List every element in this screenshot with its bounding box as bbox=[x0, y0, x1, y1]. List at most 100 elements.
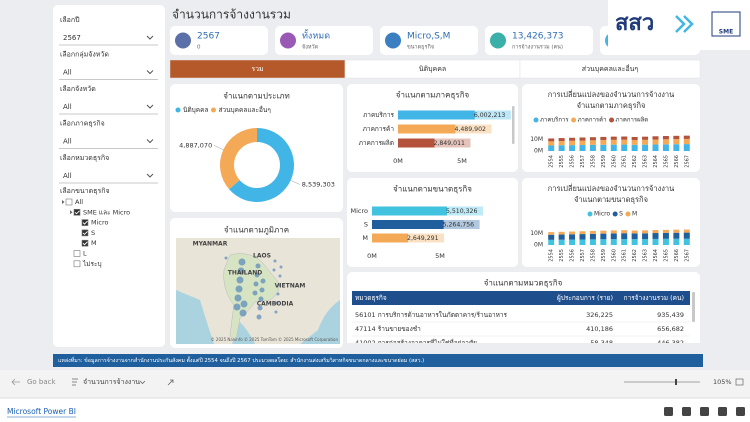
bar-segment bbox=[579, 145, 586, 151]
bar bbox=[398, 124, 456, 134]
legend-label: M bbox=[632, 211, 637, 218]
checkbox[interactable] bbox=[81, 219, 89, 226]
map-bubble bbox=[274, 310, 278, 314]
dropdown[interactable] bbox=[59, 133, 158, 149]
x-tick-label: 2563 bbox=[643, 155, 649, 168]
map-bubble bbox=[233, 303, 241, 311]
map-bubble bbox=[240, 300, 248, 308]
x-tick-label: 2563 bbox=[643, 249, 649, 262]
bar-segment bbox=[652, 238, 659, 245]
y-tick-label: 10M bbox=[530, 230, 543, 237]
bar-segment bbox=[662, 144, 669, 151]
chart-title: จำแนกตามขนาดธุรกิจ bbox=[393, 185, 472, 194]
zoom-thumb[interactable] bbox=[675, 379, 677, 385]
x-tick-label: 2555 bbox=[559, 155, 565, 168]
back-button[interactable]: Go back bbox=[27, 378, 57, 386]
tab[interactable] bbox=[519, 59, 701, 79]
share-icon[interactable] bbox=[700, 407, 709, 416]
tab-label: รวม bbox=[251, 65, 263, 73]
bar-segment bbox=[631, 239, 638, 245]
dropdown-value: All bbox=[63, 69, 72, 77]
kpi-label: ขนาดธุรกิจ bbox=[407, 44, 434, 51]
bar-segment bbox=[589, 144, 596, 151]
map-bubble bbox=[256, 314, 262, 320]
leader-line bbox=[214, 145, 224, 150]
bar-segment bbox=[683, 238, 690, 245]
checkbox[interactable] bbox=[73, 209, 81, 216]
bar-segment bbox=[548, 138, 555, 142]
bar-segment bbox=[558, 145, 565, 151]
value-label-bg bbox=[404, 233, 445, 243]
bar bbox=[372, 233, 409, 243]
y-tick-label: 10M bbox=[530, 136, 543, 143]
checkbox[interactable] bbox=[81, 229, 89, 237]
bar-segment bbox=[579, 140, 586, 146]
x-tick-label: 2566 bbox=[674, 155, 680, 168]
y-tick-label: 0M bbox=[534, 148, 543, 155]
bar-segment bbox=[631, 230, 638, 234]
checkbox[interactable] bbox=[73, 250, 81, 257]
bar-segment bbox=[579, 137, 586, 141]
x-tick-label: 2558 bbox=[590, 249, 596, 262]
checkbox[interactable] bbox=[81, 239, 89, 247]
dropdown[interactable] bbox=[59, 168, 158, 183]
bar-segment bbox=[642, 230, 649, 234]
bar-segment bbox=[642, 139, 649, 145]
checkmark bbox=[74, 210, 80, 215]
legend-swatch bbox=[175, 107, 181, 113]
zoom-level: 105% bbox=[713, 378, 732, 386]
map-bubble bbox=[272, 268, 276, 272]
bar-segment bbox=[569, 137, 576, 141]
tab-label: ส่วนบุคคลและอื่นๆ bbox=[582, 64, 639, 73]
checkbox[interactable] bbox=[65, 198, 73, 206]
share-icon[interactable] bbox=[664, 407, 673, 416]
data-label: 8,539,303 bbox=[302, 180, 335, 188]
bar-segment bbox=[621, 144, 628, 151]
power-bi-link[interactable]: Microsoft Power BI bbox=[7, 407, 76, 416]
bar-segment bbox=[558, 234, 565, 240]
tree-item-label: SME และ Micro bbox=[83, 208, 130, 216]
data-label: 2,649,291 bbox=[407, 235, 439, 242]
share-icon[interactable] bbox=[718, 407, 727, 416]
chart-title: จำแนกตามภูมิภาค bbox=[224, 226, 289, 236]
bar-segment bbox=[642, 144, 649, 151]
chart-title: จำแนกตามภาคธุรกิจ bbox=[396, 91, 470, 100]
table-header: การจ้างงานรวม (คน) bbox=[624, 294, 684, 302]
expand-icon bbox=[167, 379, 174, 386]
bar-segment bbox=[673, 135, 680, 140]
checkbox[interactable] bbox=[73, 260, 81, 268]
table-cell: 56101 การบริการด้านอาหารในภัตตาคาร/ร้านอ… bbox=[355, 311, 508, 319]
bar-segment bbox=[662, 238, 669, 245]
dropdown-value: 2567 bbox=[63, 34, 81, 42]
bar-segment bbox=[631, 144, 638, 151]
bar-segment bbox=[589, 137, 596, 141]
page-selector[interactable]: จำนวนการจ้างงาน bbox=[83, 378, 140, 386]
table-header: หมวดธุรกิจ bbox=[355, 294, 387, 302]
x-tick-label: 2556 bbox=[570, 155, 576, 168]
page-icon bbox=[72, 378, 78, 386]
tree-item-label: M bbox=[91, 239, 97, 247]
bar-segment bbox=[610, 233, 617, 240]
fit-icon[interactable] bbox=[735, 378, 744, 386]
bar-segment bbox=[548, 145, 555, 151]
x-tick-label: 2567 bbox=[684, 155, 690, 168]
dropdown[interactable] bbox=[59, 64, 158, 80]
x-tick-label: 2558 bbox=[590, 155, 596, 168]
y-tick-label: ภาคการค้า bbox=[363, 125, 395, 133]
share-icon[interactable] bbox=[736, 407, 745, 416]
tree-item-label: S bbox=[91, 229, 95, 237]
logo-main: สสว bbox=[615, 11, 654, 36]
bar-segment bbox=[683, 138, 690, 145]
dropdown[interactable] bbox=[59, 99, 158, 114]
kpi-value: ทั้งหมด bbox=[302, 29, 330, 42]
filter-label: เลือกขนาดธุรกิจ bbox=[60, 187, 110, 195]
bar-segment bbox=[683, 144, 690, 151]
bar-segment bbox=[558, 239, 565, 245]
chart-title: การเปลี่ยนแปลงของจำนวนการจ้างงาน bbox=[548, 183, 675, 193]
map-bubble bbox=[254, 272, 260, 278]
share-icon[interactable] bbox=[682, 407, 691, 416]
map-label: CAMBODIA bbox=[257, 301, 294, 308]
data-label: 5,264,756 bbox=[443, 222, 475, 229]
kpi-value: 2567 bbox=[197, 32, 220, 42]
dropdown[interactable] bbox=[59, 30, 158, 45]
